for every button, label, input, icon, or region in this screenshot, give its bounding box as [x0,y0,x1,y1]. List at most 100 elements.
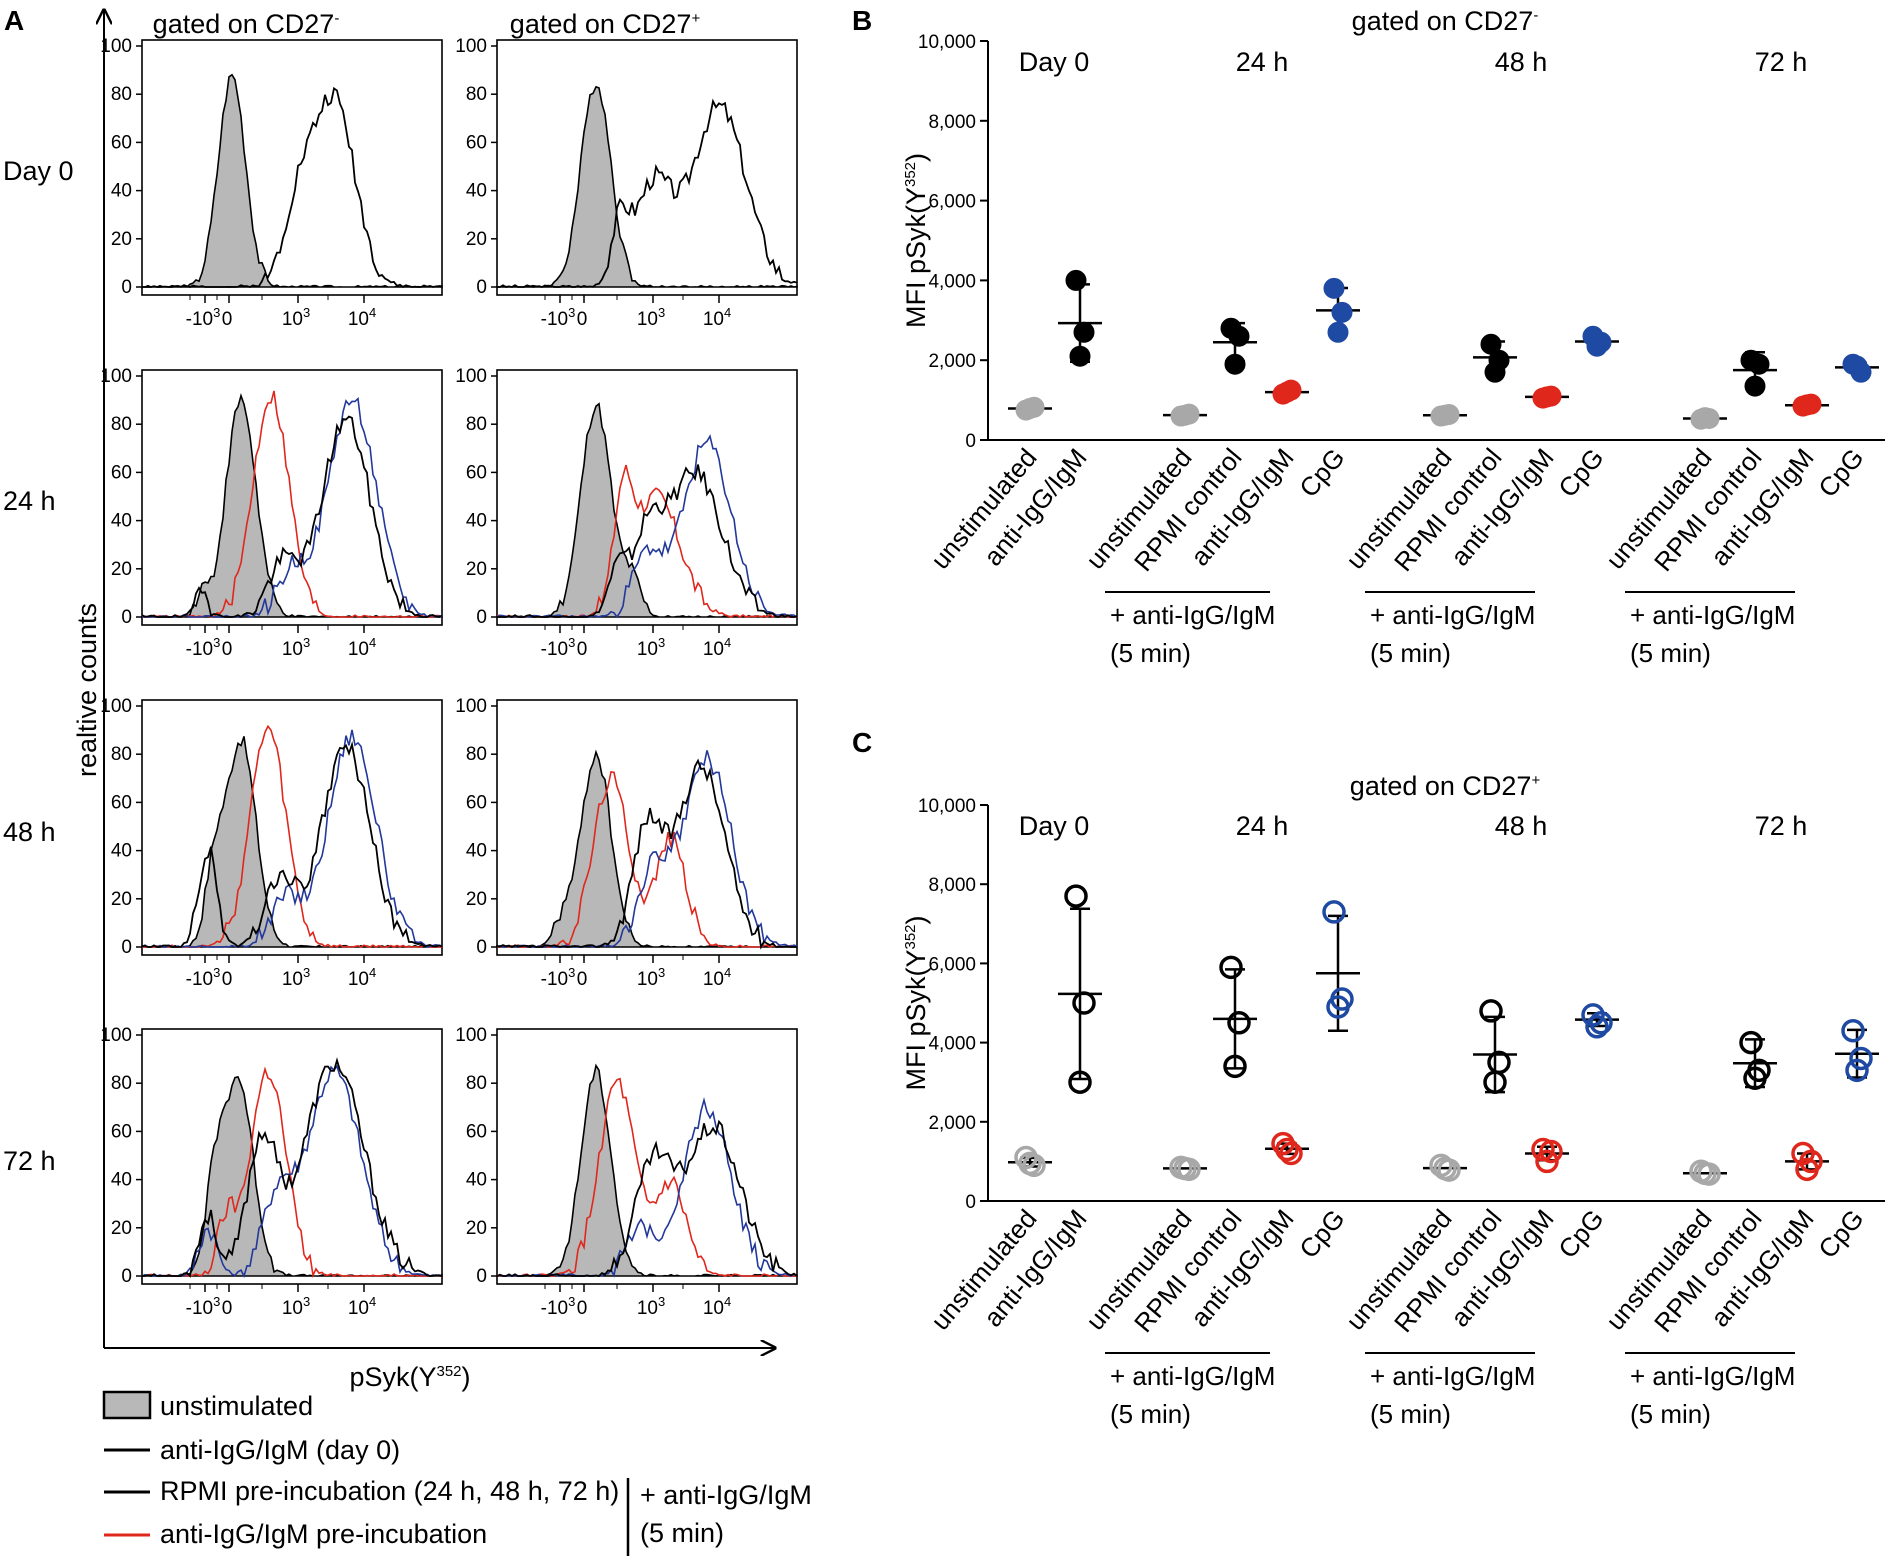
data-group [1058,269,1102,367]
y-tick-label: 20 [111,1218,132,1239]
data-point [1327,321,1349,343]
histogram-frame [496,39,798,296]
histogram-anti-igg [142,86,443,289]
x-tick-label: -103 [186,1294,221,1319]
data-point [1743,1066,1767,1090]
y-tick-label: 40 [111,1170,132,1191]
x-tick-label: 103 [282,305,310,330]
histogram-cpg [141,729,443,948]
panel-label: C [852,727,872,758]
y-tick-label: 20 [111,559,132,580]
y-tick-label: 0 [121,277,132,298]
bracket-text: (5 min) [1370,638,1451,668]
y-tick-label: 0 [476,937,487,958]
y-tick-label: 20 [111,229,132,250]
data-group [1785,393,1829,417]
data-group [1423,1153,1467,1182]
x-tick-label: 104 [348,635,376,660]
y-tick-label: 60 [111,792,132,813]
data-group [1008,396,1052,421]
histogram-frame [141,1028,443,1285]
x-tick-label: 104 [703,635,731,660]
row-label-day0: Day 0 [3,156,74,186]
data-point [1173,1156,1197,1181]
time-label: 72 h [1755,811,1808,841]
data-point [1744,375,1766,397]
y-tick-label: 2,000 [928,351,976,372]
data-group [1525,385,1569,409]
data-group [1316,900,1360,1032]
x-tick-label: 0 [222,1298,233,1319]
time-label: 48 h [1495,811,1548,841]
x-tick-label: -103 [186,635,221,660]
histogram-anti-igg-preinc [497,771,798,948]
data-group [1316,277,1360,343]
y-tick-label: 8,000 [928,875,976,896]
x-tick-label: 0 [577,969,588,990]
histogram-frame [496,369,798,626]
y-tick-label: 40 [111,511,132,532]
time-label: Day 0 [1019,811,1090,841]
y-tick-label: 40 [466,181,487,202]
x-tick-label: 103 [282,1294,310,1319]
chart-title: gated on CD27- [1352,6,1539,36]
data-group [1213,955,1257,1079]
bracket-text: (5 min) [1630,1399,1711,1429]
y-tick-label: 0 [476,607,487,628]
histogram-cpg [496,750,798,948]
y-tick-label: 10,000 [918,796,976,817]
bracket-text: + anti-IgG/IgM [1630,1361,1795,1391]
data-group [1525,1137,1569,1174]
legend-label-anti-igg-preinc: anti-IgG/IgM pre-incubation [160,1519,487,1549]
y-tick-label: 40 [111,841,132,862]
legend: unstimulated anti-IgG/IgM (day 0) RPMI p… [102,1390,812,1556]
y-tick-label: 6,000 [928,954,976,975]
histogram-cpg [496,1096,798,1278]
x-tick-label: 103 [282,635,310,660]
data-point [1748,353,1770,375]
data-point [1326,995,1350,1019]
y-tick-label: 4,000 [928,1034,976,1055]
histogram-unstimulated [496,402,797,618]
data-point [1694,407,1716,429]
data-point [1589,1011,1613,1035]
histogram-anti-igg-preinc [141,390,443,618]
x-tick-label: 103 [282,965,310,990]
y-tick-label: 100 [455,1025,487,1046]
y-tick-label: 100 [100,1025,132,1046]
data-group [1575,325,1619,357]
y-tick-label: 20 [466,889,487,910]
x-tick-label: -103 [541,305,576,330]
x-tick-label: 104 [348,1294,376,1319]
data-point [1174,404,1196,426]
category-label: CpG [1812,1204,1869,1264]
y-tick-label: 100 [455,366,487,387]
x-tick-label: 0 [222,639,233,660]
bracket-text: (5 min) [1630,638,1711,668]
y-tick-label: 8,000 [928,112,976,133]
data-point [1536,386,1558,408]
category-label: CpG [1293,443,1350,503]
data-group [1835,353,1879,383]
y-tick-label: 6,000 [928,192,976,213]
data-group [1473,999,1517,1094]
bracket-text: (5 min) [1110,638,1191,668]
histogram-anti-igg [497,464,798,618]
y-tick-label: 60 [111,1121,132,1142]
data-point [1791,1141,1815,1166]
histogram-unstimulated [142,73,443,288]
data-point [1069,345,1091,367]
y-tick-label: 10,000 [918,32,976,53]
x-tick-label: 0 [577,309,588,330]
bracket-text: (5 min) [1370,1399,1451,1429]
y-tick-label: 40 [111,181,132,202]
y-tick-label: 80 [466,1073,487,1094]
data-point [1841,1018,1865,1043]
data-point [1068,1070,1092,1094]
data-group [1163,403,1207,427]
data-point [1331,301,1353,323]
